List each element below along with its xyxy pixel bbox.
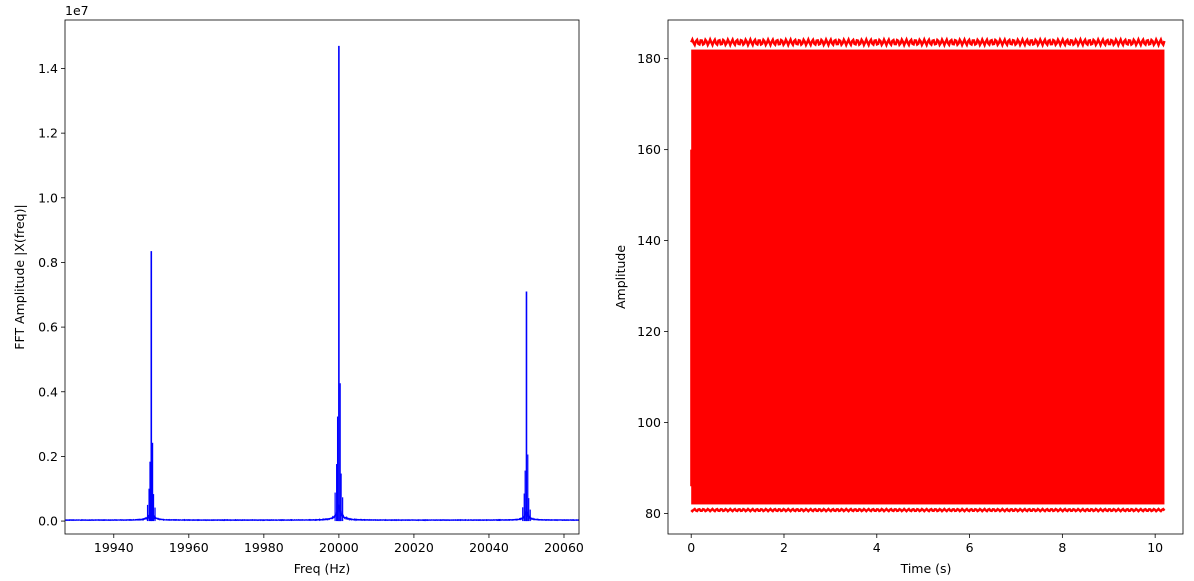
- time-y-ticks: 80 100 120 140 160 180: [637, 51, 668, 521]
- fft-x-tick-label: 20020: [394, 540, 434, 555]
- fft-x-tick-label: 19940: [94, 540, 134, 555]
- time-y-tick-label: 80: [645, 506, 661, 521]
- time-x-ticks: 0 2 4 6 8 10: [687, 534, 1163, 555]
- fft-y-tick-label: 0.8: [38, 255, 58, 270]
- time-axes-frame: [667, 19, 1184, 535]
- fft-series: [64, 45, 580, 522]
- time-series: [690, 36, 1166, 513]
- time-x-tick-label: 10: [1147, 540, 1163, 555]
- fft-x-tick-label: 19980: [244, 540, 284, 555]
- time-x-tick-label: 4: [873, 540, 881, 555]
- fft-x-tick-label: 20060: [544, 540, 584, 555]
- time-y-tick-label: 180: [637, 51, 661, 66]
- fft-y-ticks: 0.0 0.2 0.4 0.6 0.8 1.0 1.2 1.4: [38, 61, 65, 529]
- fft-y-tick-label: 0.6: [38, 320, 58, 335]
- fft-y-tick-label: 1.4: [38, 61, 58, 76]
- time-signal-lower-envelope: [690, 507, 1166, 513]
- fft-y-axis-label: FFT Amplitude |X(freq)|: [12, 204, 27, 349]
- time-y-axis-label: Amplitude: [613, 245, 628, 309]
- fft-x-tick-label: 20040: [469, 540, 509, 555]
- time-signal-upper-envelope: [690, 36, 1166, 49]
- fft-x-ticks: 19940 19960 19980 20000 20020 20040 20060: [94, 534, 584, 555]
- fft-y-tick-label: 0.2: [38, 449, 58, 464]
- time-x-axis-label: Time (s): [900, 561, 952, 576]
- fft-y-tick-label: 0.4: [38, 384, 58, 399]
- fft-axes-frame: [64, 19, 580, 535]
- fft-y-tick-label: 0.0: [38, 514, 58, 529]
- fft-plot-area: [65, 20, 579, 534]
- fft-y-tick-label: 1.0: [38, 190, 58, 205]
- fft-x-tick-label: 19960: [169, 540, 209, 555]
- fft-chart: 19940 19960 19980 20000 20020 20040 20060 0.00…: [12, 3, 584, 576]
- fft-x-axis-label: Freq (Hz): [294, 561, 350, 576]
- fft-x-tick-label: 20000: [319, 540, 359, 555]
- time-signal-body: [691, 49, 1165, 505]
- time-x-tick-label: 2: [780, 540, 788, 555]
- fft-y-offset-label: 1e7: [65, 3, 89, 18]
- time-y-tick-label: 140: [637, 233, 661, 248]
- fft-y-tick-label: 1.2: [38, 126, 58, 141]
- time-y-tick-label: 100: [637, 415, 661, 430]
- time-y-tick-label: 120: [637, 324, 661, 339]
- time-x-tick-label: 6: [966, 540, 974, 555]
- time-y-tick-label: 160: [637, 142, 661, 157]
- time-x-tick-label: 8: [1058, 540, 1066, 555]
- time-chart: 0 2 4 6 8 10 80 100 120 140 160 180 Time (s) Ampli…: [613, 19, 1184, 576]
- time-x-tick-label: 0: [687, 540, 695, 555]
